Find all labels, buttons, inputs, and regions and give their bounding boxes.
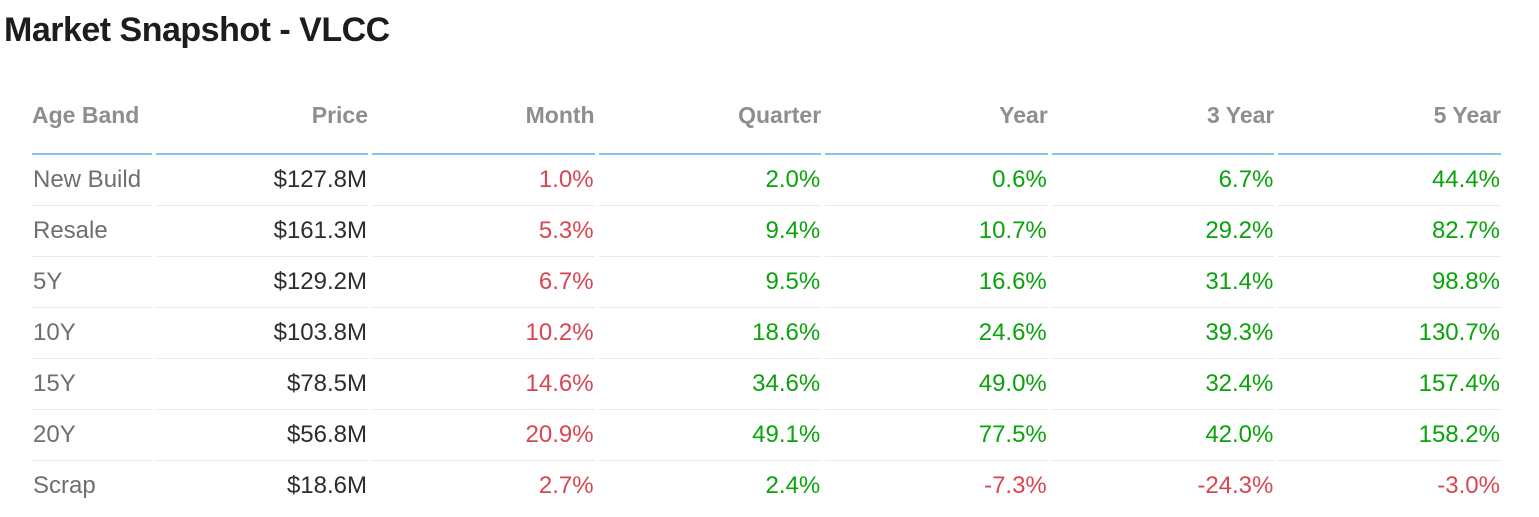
quarter-change-cell: 2.4%: [765, 472, 821, 499]
age-band-cell: 15Y: [32, 359, 152, 410]
month-change-cell: 14.6%: [372, 359, 595, 410]
3-year-change-cell: 39.3%: [1051, 308, 1275, 359]
age-band-cell: Scrap: [33, 472, 96, 499]
page-title: Market Snapshot - VLCC: [4, 11, 390, 49]
table-row-5y: 5Y $129.2M 6.7% 9.5% 16.6% 31.4% 98.8%: [32, 257, 1501, 308]
age-band-cell: 10Y: [32, 308, 152, 359]
5-year-change-cell: 98.8%: [1278, 257, 1501, 308]
table-row-20y: 20Y $56.8M 20.9% 49.1% 77.5% 42.0% 158.2…: [32, 410, 1501, 461]
price-cell: $129.2M: [156, 257, 368, 308]
col-header-year: Year: [825, 102, 1048, 155]
quarter-change-cell: 18.6%: [598, 308, 822, 359]
table-row-scrap: Scrap $18.6M 2.7% 2.4% -7.3% -24.3% -3.0…: [32, 461, 1501, 511]
price-cell: $127.8M: [156, 155, 368, 206]
5-year-change-cell: 130.7%: [1278, 308, 1501, 359]
3-year-change-cell: 31.4%: [1051, 257, 1275, 308]
col-header-price: Price: [156, 102, 368, 155]
year-change-cell: 10.7%: [825, 206, 1048, 257]
col-header-5-year: 5 Year: [1278, 102, 1501, 155]
price-cell: $78.5M: [156, 359, 368, 410]
month-change-cell: 1.0%: [372, 155, 595, 206]
year-change-cell: 16.6%: [825, 257, 1048, 308]
month-change-cell: 5.3%: [372, 206, 595, 257]
quarter-change-cell: 2.0%: [598, 155, 822, 206]
5-year-change-cell: -3.0%: [1437, 472, 1500, 499]
header-row: Age Band Price Month Quarter Year 3 Year…: [32, 102, 1501, 155]
col-header-quarter: Quarter: [598, 102, 822, 155]
5-year-change-cell: 82.7%: [1278, 206, 1501, 257]
year-change-cell: -7.3%: [984, 472, 1047, 499]
col-header-age-band: Age Band: [32, 102, 152, 155]
table-row-resale: Resale $161.3M 5.3% 9.4% 10.7% 29.2% 82.…: [32, 206, 1501, 257]
3-year-change-cell: 6.7%: [1051, 155, 1275, 206]
5-year-change-cell: 158.2%: [1278, 410, 1501, 461]
month-change-cell: 20.9%: [372, 410, 595, 461]
3-year-change-cell: -24.3%: [1197, 472, 1274, 499]
table-row-15y: 15Y $78.5M 14.6% 34.6% 49.0% 32.4% 157.4…: [32, 359, 1501, 410]
quarter-change-cell: 49.1%: [598, 410, 822, 461]
year-change-cell: 24.6%: [825, 308, 1048, 359]
3-year-change-cell: 29.2%: [1051, 206, 1275, 257]
age-band-cell: Resale: [32, 206, 152, 257]
year-change-cell: 49.0%: [825, 359, 1048, 410]
age-band-cell: 20Y: [32, 410, 152, 461]
table-row-new-build: New Build $127.8M 1.0% 2.0% 0.6% 6.7% 44…: [32, 155, 1501, 206]
year-change-cell: 0.6%: [825, 155, 1048, 206]
table-row-10y: 10Y $103.8M 10.2% 18.6% 24.6% 39.3% 130.…: [32, 308, 1501, 359]
year-change-cell: 77.5%: [825, 410, 1048, 461]
month-change-cell: 10.2%: [372, 308, 595, 359]
quarter-change-cell: 9.4%: [598, 206, 822, 257]
price-cell: $103.8M: [156, 308, 368, 359]
3-year-change-cell: 32.4%: [1051, 359, 1275, 410]
market-snapshot-table: Age Band Price Month Quarter Year 3 Year…: [28, 102, 1505, 511]
5-year-change-cell: 44.4%: [1278, 155, 1501, 206]
price-cell: $18.6M: [286, 472, 367, 499]
quarter-change-cell: 9.5%: [598, 257, 822, 308]
age-band-cell: 5Y: [32, 257, 152, 308]
price-cell: $161.3M: [156, 206, 368, 257]
month-change-cell: 2.7%: [538, 472, 594, 499]
quarter-change-cell: 34.6%: [598, 359, 822, 410]
month-change-cell: 6.7%: [372, 257, 595, 308]
price-cell: $56.8M: [156, 410, 368, 461]
5-year-change-cell: 157.4%: [1278, 359, 1501, 410]
col-header-month: Month: [372, 102, 595, 155]
age-band-cell: New Build: [32, 155, 152, 206]
3-year-change-cell: 42.0%: [1051, 410, 1275, 461]
col-header-3-year: 3 Year: [1051, 102, 1275, 155]
